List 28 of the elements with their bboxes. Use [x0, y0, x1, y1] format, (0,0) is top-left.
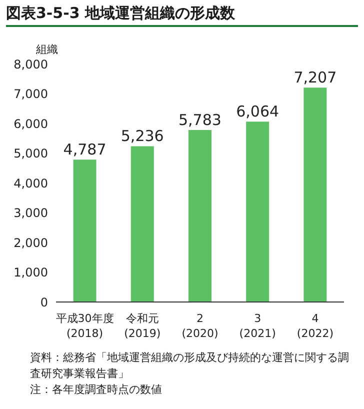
x-tick-label: 令和元 (2019) — [124, 312, 161, 340]
x-tick-label: 平成30年度 (2018) — [56, 312, 114, 340]
text: 注：各年度調査時点の数値 — [30, 382, 163, 398]
x-tick-label: 3 (2021) — [239, 312, 276, 340]
data-label: 5,236 — [120, 127, 164, 146]
text: 資料：総務省「地域運営組織の形成及び持続的な運営に関する調査研究事業報告書」 — [30, 350, 350, 382]
bar — [130, 146, 154, 302]
data-label: 7,207 — [294, 68, 337, 87]
bar — [188, 130, 212, 302]
y-tick-label: 0 — [40, 295, 48, 310]
y-axis-title: 組織 — [36, 42, 58, 57]
y-tick-label: 5,000 — [14, 146, 48, 161]
bar — [246, 122, 270, 302]
y-tick-label: 2,000 — [14, 236, 48, 250]
chart-title: 図表3-5-3 地域運営組織の形成数 — [6, 4, 358, 27]
x-tick-label: 4 (2022) — [296, 312, 334, 340]
data-label: 6,064 — [236, 102, 280, 121]
data-label: 5,783 — [178, 110, 222, 129]
x-tick-label: 2 (2020) — [182, 312, 218, 340]
y-tick-label: 6,000 — [14, 116, 48, 131]
y-tick-label: 3,000 — [14, 206, 48, 220]
y-tick-label: 7,000 — [14, 87, 48, 102]
y-tick-label: 4,000 — [14, 176, 48, 190]
y-tick-label: 8,000 — [14, 57, 48, 72]
bar — [304, 88, 327, 302]
data-label: 4,787 — [63, 140, 106, 159]
y-tick-label: 1,000 — [14, 266, 48, 280]
bar — [73, 160, 96, 302]
